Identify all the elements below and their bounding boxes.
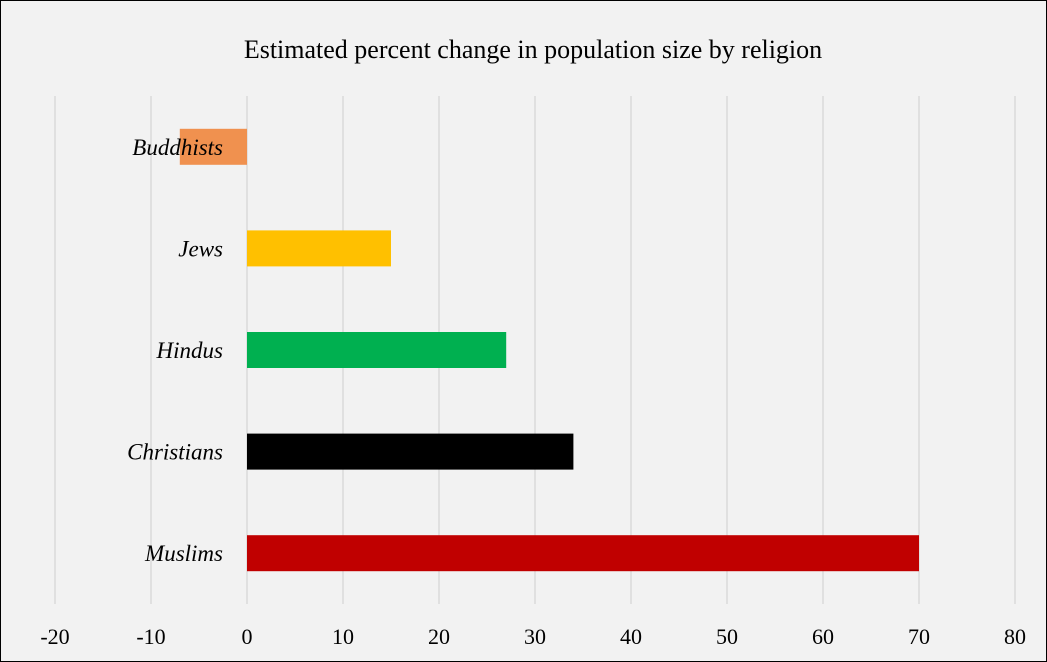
chart-title: Estimated percent change in population s…: [244, 35, 822, 64]
x-tick-label: -10: [136, 624, 165, 649]
x-tick-label: 70: [908, 624, 930, 649]
category-label-hindus: Hindus: [156, 338, 224, 363]
category-label-jews: Jews: [178, 236, 223, 261]
x-tick-label: 80: [1004, 624, 1026, 649]
category-label-muslims: Muslims: [144, 541, 223, 566]
bar-muslims: [247, 535, 919, 572]
bar-buddhists: [179, 128, 247, 165]
x-tick-label: 60: [812, 624, 834, 649]
x-tick-label: 30: [524, 624, 546, 649]
x-tick-label: 40: [620, 624, 642, 649]
bar-hindus: [247, 332, 507, 368]
category-label-christians: Christians: [127, 440, 223, 465]
bar-christians: [247, 433, 574, 470]
x-tick-label: 20: [428, 624, 450, 649]
x-tick-labels: -20 -10 0 10 20 30 40 50 60 70 80: [40, 624, 1026, 649]
x-tick-label: 0: [242, 624, 253, 649]
category-labels: Buddhists Jews Hindus Christians Muslims: [127, 135, 223, 566]
category-label-buddhists: Buddhists: [132, 135, 223, 160]
gridlines: [54, 96, 1016, 604]
bar-jews: [247, 230, 391, 267]
x-tick-label: 50: [716, 624, 738, 649]
x-tick-label: 10: [332, 624, 354, 649]
bars: [179, 128, 919, 572]
x-tick-label: -20: [40, 624, 69, 649]
